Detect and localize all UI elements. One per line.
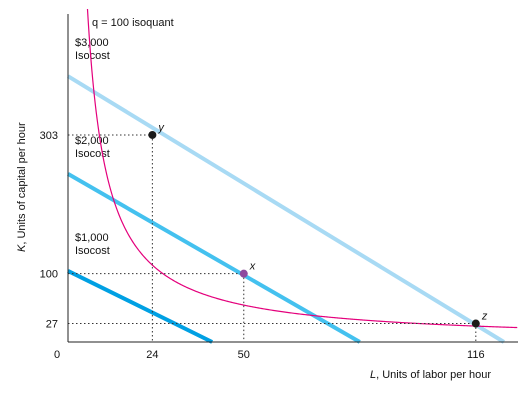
y-tick-label: 303 — [40, 130, 58, 142]
isocost-line-1 — [67, 269, 214, 344]
point-label-z: z — [481, 311, 488, 323]
y-axis-label: K, Units of capital per hour — [16, 122, 28, 252]
isocost-line-3 — [66, 74, 505, 344]
y-tick-label: 27 — [46, 319, 58, 331]
point-z — [471, 319, 480, 328]
isocost-label-1: $1,000 — [75, 232, 109, 244]
isocost-sublabel-3: Isocost — [75, 50, 110, 62]
x-axis-label: L, Units of labor per hour — [370, 369, 491, 381]
isocost-label-3: $3,000 — [75, 37, 109, 49]
origin-label: 0 — [54, 349, 60, 361]
isocost-label-2: $2,000 — [75, 135, 109, 147]
point-y — [148, 130, 157, 139]
isocost-sublabel-2: Isocost — [75, 148, 110, 160]
isoquant-label: q = 100 isoquant — [92, 17, 174, 29]
point-label-x: x — [249, 261, 256, 273]
isocost-sublabel-1: Isocost — [75, 245, 110, 257]
x-tick-label: 50 — [238, 349, 250, 361]
isocost-line-2 — [67, 172, 361, 344]
isoquant-curve — [86, 8, 518, 329]
point-x — [239, 269, 248, 278]
y-tick-label: 100 — [40, 269, 58, 281]
point-label-y: y — [157, 122, 165, 134]
x-tick-label: 116 — [467, 349, 485, 361]
x-tick-label: 24 — [146, 349, 158, 361]
